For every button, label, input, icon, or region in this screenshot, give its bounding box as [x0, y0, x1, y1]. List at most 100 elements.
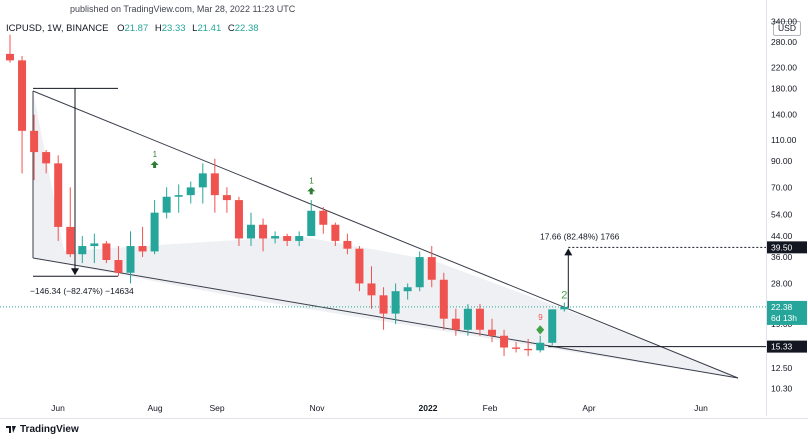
symbol-legend: ICPUSD, 1W, BINANCE O21.87 H23.33 L21.41… [6, 23, 263, 34]
time-tick-label: Jun [694, 403, 708, 413]
candle-body[interactable] [367, 283, 376, 296]
buy-signal-arrow-icon [150, 161, 159, 169]
candle-body[interactable] [234, 200, 243, 239]
candle-body[interactable] [90, 243, 99, 247]
symbol-name[interactable]: ICPUSD, 1W, BINANCE [6, 23, 109, 34]
candle-body[interactable] [78, 246, 87, 255]
time-tick-label: 2022 [419, 403, 438, 413]
current-price-label-value: 22.38 [771, 302, 793, 312]
candle-body[interactable] [283, 236, 292, 241]
candle-body[interactable] [500, 335, 509, 348]
candle-body[interactable] [66, 226, 75, 255]
candle-body[interactable] [391, 291, 400, 314]
candle-body[interactable] [524, 348, 533, 351]
candle-body[interactable] [379, 295, 388, 314]
price-tick-label: 280.00 [771, 37, 797, 47]
candle-body[interactable] [138, 246, 147, 252]
candle-body[interactable] [415, 257, 424, 288]
low-label: L [192, 23, 198, 34]
candle-body[interactable] [355, 248, 364, 284]
candle-body[interactable] [295, 236, 304, 241]
td-count-one: 1 [309, 176, 314, 185]
candle-body[interactable] [451, 318, 460, 330]
drop-measure-label: −146.34 (−82.47%) −14634 [30, 286, 134, 296]
candle-body[interactable] [271, 236, 280, 239]
price-tick-label: 28.00 [771, 278, 793, 288]
buy-signal-arrow-icon [307, 187, 316, 195]
open-value: 21.87 [124, 23, 149, 34]
candle-body[interactable] [198, 173, 207, 188]
candle-body[interactable] [512, 347, 521, 349]
candle-body[interactable] [475, 308, 484, 330]
candle-body[interactable] [488, 329, 496, 336]
rise-measure-label: 17.66 (82.48%) 1766 [540, 231, 620, 241]
currency-selector[interactable]: USD [773, 21, 801, 36]
candle-body[interactable] [307, 210, 316, 237]
candle-body[interactable] [126, 246, 135, 273]
candle-body[interactable] [319, 210, 328, 225]
brand-name: TradingView [20, 424, 79, 435]
support-price-label-box [767, 340, 807, 353]
price-tick-label: 44.00 [771, 231, 793, 241]
high-label: H [154, 23, 162, 34]
candle-body[interactable] [548, 309, 557, 343]
price-tick-label: 90.00 [771, 156, 793, 166]
price-tick-label: 70.00 [771, 182, 793, 192]
drop-arrow-head-icon [71, 268, 79, 276]
candle-body[interactable] [463, 308, 472, 330]
td-diamond-icon [536, 325, 545, 335]
time-tick-label: Sep [209, 403, 224, 413]
close-label: C [227, 23, 235, 34]
publish-info: published on TradingView.com, Mar 28, 20… [70, 4, 296, 14]
candle-body[interactable] [247, 224, 255, 239]
candle-body[interactable] [536, 342, 545, 351]
current-price-label-box [767, 300, 807, 325]
wedge-lower-line [32, 257, 739, 379]
candle-body[interactable] [150, 212, 159, 252]
candle-body[interactable] [42, 152, 51, 164]
time-tick-label: Nov [309, 403, 325, 413]
target-price-label-value: 39.50 [771, 242, 793, 252]
candle-body[interactable] [343, 240, 352, 249]
current-price-label-sub: 6d 13h [771, 313, 797, 323]
candle-body[interactable] [210, 173, 219, 196]
price-tick-label: 36.00 [771, 252, 793, 262]
footer-bar: TradingView [0, 418, 808, 441]
candle-body[interactable] [186, 187, 195, 196]
price-tick-label: 12.50 [771, 363, 793, 373]
candle-body[interactable] [222, 195, 231, 201]
candle-body[interactable] [102, 243, 111, 261]
candle-body[interactable] [427, 257, 436, 280]
tradingview-logo-icon [6, 426, 16, 433]
price-tick-label: 180.00 [771, 83, 797, 93]
price-tick-label: 10.30 [771, 383, 793, 393]
wedge-upper-line [32, 90, 739, 379]
time-tick-label: Aug [147, 403, 162, 413]
candle-body[interactable] [439, 279, 448, 319]
candle-body[interactable] [403, 287, 412, 292]
candle-body[interactable] [30, 130, 39, 153]
price-tick-label: 54.00 [771, 210, 793, 220]
price-tick-label: 140.00 [771, 110, 797, 120]
price-tick-label: 110.00 [771, 135, 797, 145]
price-chart[interactable]: −146.34 (−82.47%) −14634 17.66 (82.48%) 1… [0, 0, 808, 418]
time-tick-label: Apr [582, 403, 595, 413]
low-value: 21.41 [197, 23, 222, 34]
candle-body[interactable] [174, 195, 183, 197]
support-price-label-value: 15.33 [771, 342, 793, 352]
target-price-label-box [767, 241, 807, 254]
time-tick-label: Jun [51, 403, 65, 413]
candle-body[interactable] [6, 53, 14, 61]
rise-arrow-head-icon [564, 248, 573, 256]
time-tick-label: Feb [483, 403, 498, 413]
wedge-fill [33, 91, 738, 378]
candle-body[interactable] [54, 163, 63, 227]
candle-body[interactable] [331, 224, 340, 241]
price-tick-label: 220.00 [771, 62, 797, 72]
td-count-nine: 9 [538, 313, 543, 322]
candle-body[interactable] [18, 60, 27, 131]
candle-body[interactable] [114, 260, 123, 273]
candle-body[interactable] [560, 306, 569, 310]
candle-body[interactable] [162, 196, 171, 213]
candle-body[interactable] [259, 224, 268, 239]
